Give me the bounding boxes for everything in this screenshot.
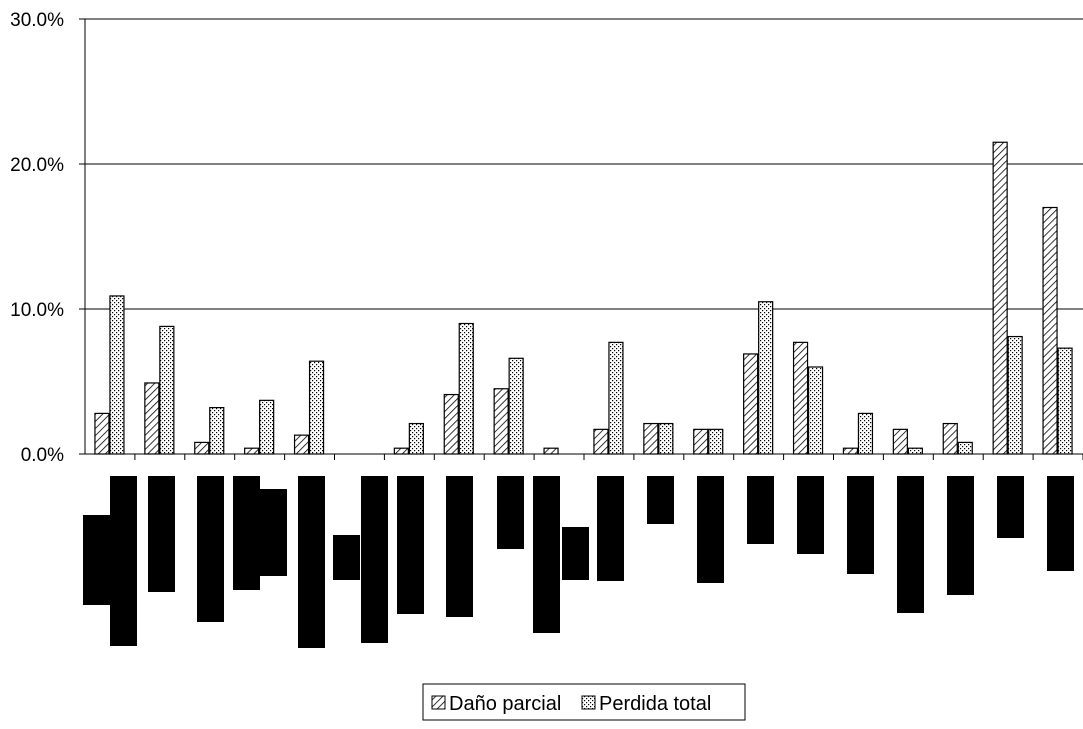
redacted-label-block bbox=[197, 476, 224, 622]
bar-perdida-total bbox=[509, 358, 523, 454]
bar-dano-parcial bbox=[1043, 208, 1057, 455]
y-tick-label: 0.0% bbox=[21, 445, 64, 466]
legend-label-dano-parcial: Daño parcial bbox=[449, 693, 561, 715]
bar-dano-parcial bbox=[195, 442, 209, 454]
redacted-label-block bbox=[361, 476, 388, 643]
redacted-label-block bbox=[697, 476, 724, 583]
bar-dano-parcial bbox=[394, 448, 408, 454]
bar-dano-parcial bbox=[893, 429, 907, 454]
redacted-label-block bbox=[110, 476, 137, 646]
redacted-label-block bbox=[83, 515, 110, 605]
axes bbox=[79, 19, 1083, 460]
bar-perdida-total bbox=[609, 342, 623, 454]
redacted-label-block bbox=[446, 476, 473, 617]
redacted-label-block bbox=[947, 476, 974, 595]
redacted-label-block bbox=[397, 476, 424, 614]
redacted-label-block bbox=[747, 476, 774, 544]
bar-dano-parcial bbox=[544, 448, 558, 454]
redacted-label-block bbox=[333, 535, 360, 580]
redacted-label-block bbox=[797, 476, 824, 554]
redacted-label-block bbox=[148, 476, 175, 592]
bar-dano-parcial bbox=[245, 448, 259, 454]
bar-dano-parcial bbox=[843, 448, 857, 454]
legend: Daño parcial Perdida total bbox=[423, 684, 745, 720]
bar-perdida-total bbox=[908, 448, 922, 454]
bar-dano-parcial bbox=[295, 435, 309, 454]
redacted-label-block bbox=[233, 476, 260, 590]
bar-perdida-total bbox=[958, 442, 972, 454]
bar-dano-parcial bbox=[694, 429, 708, 454]
bar-dano-parcial bbox=[744, 354, 758, 454]
redacted-label-block bbox=[897, 476, 924, 613]
bar-perdida-total bbox=[709, 429, 723, 454]
redacted-label-block bbox=[597, 476, 624, 581]
redacted-label-block bbox=[562, 527, 589, 580]
redacted-label-block bbox=[497, 476, 524, 549]
redacted-label-block bbox=[298, 476, 325, 648]
bar-perdida-total bbox=[809, 367, 823, 454]
redacted-label-block bbox=[847, 476, 874, 574]
bar-dano-parcial bbox=[594, 429, 608, 454]
redacted-category-labels bbox=[83, 476, 1074, 648]
bar-perdida-total bbox=[459, 324, 473, 455]
bar-dano-parcial bbox=[145, 383, 159, 454]
bar-perdida-total bbox=[1008, 337, 1022, 454]
redacted-label-block bbox=[260, 489, 287, 576]
y-axis-ticks: 0.0% 10.0% 20.0% 30.0% bbox=[10, 10, 64, 466]
y-tick-label: 10.0% bbox=[10, 300, 64, 321]
bar-perdida-total bbox=[659, 424, 673, 454]
gridlines bbox=[85, 19, 1083, 309]
legend-label-perdida-total: Perdida total bbox=[599, 693, 711, 715]
bar-dano-parcial bbox=[95, 413, 109, 454]
y-tick-label: 20.0% bbox=[10, 155, 64, 176]
bar-perdida-total bbox=[1058, 348, 1072, 454]
bars bbox=[95, 142, 1072, 454]
redacted-label-block bbox=[997, 476, 1024, 538]
bar-perdida-total bbox=[759, 302, 773, 454]
bar-perdida-total bbox=[260, 400, 274, 454]
bar-perdida-total bbox=[210, 408, 224, 454]
bar-perdida-total bbox=[310, 361, 324, 454]
bar-perdida-total bbox=[160, 326, 174, 454]
bar-perdida-total bbox=[409, 424, 423, 454]
bar-dano-parcial bbox=[494, 389, 508, 454]
legend-swatch-perdida-total bbox=[582, 696, 595, 709]
bar-perdida-total bbox=[858, 413, 872, 454]
redacted-label-block bbox=[1047, 476, 1074, 571]
bar-dano-parcial bbox=[444, 395, 458, 454]
bar-dano-parcial bbox=[794, 342, 808, 454]
redacted-label-block bbox=[533, 476, 560, 633]
legend-swatch-dano-parcial bbox=[432, 696, 445, 709]
bar-dano-parcial bbox=[943, 424, 957, 454]
redacted-label-block bbox=[647, 476, 674, 524]
y-tick-label: 30.0% bbox=[10, 10, 64, 31]
bar-dano-parcial bbox=[993, 142, 1007, 454]
bar-dano-parcial bbox=[644, 424, 658, 454]
bar-perdida-total bbox=[110, 296, 124, 454]
